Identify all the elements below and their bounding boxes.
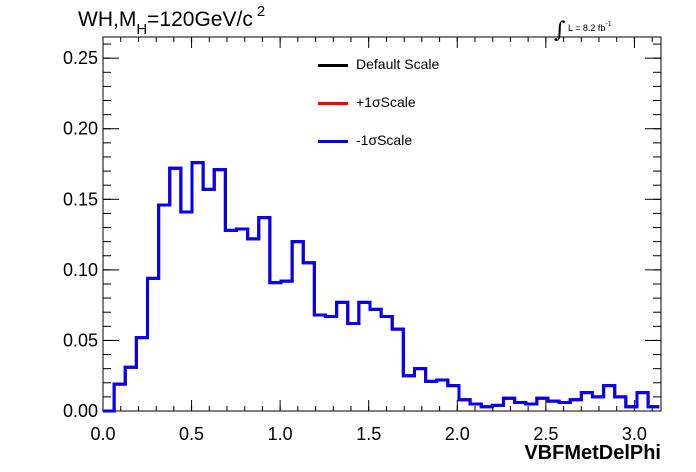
luminosity-label: ∫ L = 8.2 fb-1 [554,12,612,43]
x-tick-label: 0.0 [90,424,115,444]
x-tick-label: 3.0 [622,424,647,444]
luminosity-superscript: -1 [605,21,612,28]
legend-label-minus-sigma: -1σScale [356,132,413,148]
x-tick-label: 2.0 [445,424,470,444]
title-superscript: 2 [256,3,266,20]
legend-swatch-plus-sigma [318,102,348,105]
luminosity-text: L = 8.2 fb [567,23,606,33]
x-tick-label: 2.5 [533,424,558,444]
series-layer [103,161,660,413]
y-tick-label: 0.15 [63,189,98,209]
title-subscript: H [136,21,148,38]
histogram-series-1-scale [103,161,660,413]
y-tick-label: 0.00 [63,401,98,421]
legend-label-default: Default Scale [356,56,440,72]
legend-label-plus-sigma: +1σScale [356,94,416,110]
y-tick-label: 0.25 [63,48,98,68]
y-tick-label: 0.10 [63,260,98,280]
plot-frame [102,36,662,412]
legend: Default Scale +1σScale -1σScale [318,56,439,170]
legend-entry-minus-sigma: -1σScale [318,132,439,170]
integral-symbol: ∫ [554,18,566,43]
legend-swatch-default [318,64,348,67]
x-tick-label: 1.0 [268,424,293,444]
histogram-series-default-scale [103,161,660,413]
x-tick-label: 1.5 [356,424,381,444]
x-tick-label: 0.5 [179,424,204,444]
title-prefix: WH,M [78,8,137,31]
legend-swatch-minus-sigma [318,140,348,143]
y-tick-label: 0.05 [63,330,98,350]
y-tick-label: 0.20 [63,119,98,139]
chart-title: WH,MH=120GeV/c 2 [78,3,265,38]
x-axis-label: VBFMetDelPhi [524,442,661,464]
legend-entry-plus-sigma: +1σScale [318,94,439,132]
histogram-series-1-scale [103,161,660,413]
legend-entry-default: Default Scale [318,56,439,94]
tick-labels: 0.0 0.5 1.0 1.5 2.0 2.5 3.0 0.00 0.05 0.10 0.15 0.2… [63,48,647,444]
axis-ticks [102,37,661,412]
title-value: =120GeV/c [147,8,253,31]
